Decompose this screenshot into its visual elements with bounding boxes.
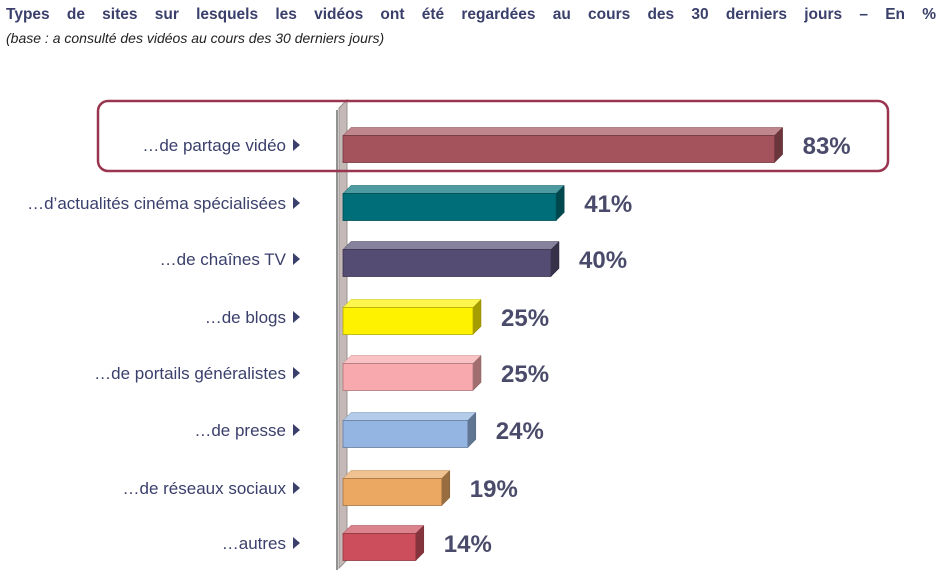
triangle-marker xyxy=(293,253,300,265)
bar xyxy=(342,249,552,277)
category-label: …de portails généralistes xyxy=(94,364,286,383)
category-label: …de chaînes TV xyxy=(160,250,287,269)
chart-subtitle: (base : a consulté des vidéos au cours d… xyxy=(6,30,385,46)
triangle-marker xyxy=(293,139,300,151)
bar-top xyxy=(342,127,784,136)
bar-top xyxy=(342,241,560,250)
category-label: …de partage vidéo xyxy=(142,136,286,155)
bar-top xyxy=(342,355,482,364)
bar-top xyxy=(342,412,477,421)
triangle-marker xyxy=(293,482,300,494)
bar-top xyxy=(342,185,565,194)
bar-top xyxy=(342,525,425,534)
value-label: 83% xyxy=(803,133,851,160)
bar xyxy=(342,533,417,561)
triangle-marker xyxy=(293,197,300,209)
highlight-box xyxy=(96,99,890,173)
bar xyxy=(342,478,443,506)
value-label: 41% xyxy=(584,191,632,218)
triangle-marker xyxy=(293,311,300,323)
value-label: 25% xyxy=(501,361,549,388)
value-label: 24% xyxy=(496,418,544,445)
category-label: …autres xyxy=(222,534,286,553)
category-label: …de presse xyxy=(194,421,286,440)
bar xyxy=(342,193,557,221)
bar xyxy=(342,363,474,391)
chart-title: Types de sites sur lesquels les vidéos o… xyxy=(6,6,936,23)
value-label: 40% xyxy=(579,247,627,274)
value-label: 25% xyxy=(501,305,549,332)
triangle-marker xyxy=(293,424,300,436)
bar xyxy=(342,307,474,335)
bar xyxy=(342,420,469,448)
category-label: …de blogs xyxy=(205,308,286,327)
bar-top xyxy=(342,299,482,308)
value-label: 14% xyxy=(444,531,492,558)
bar-top xyxy=(342,470,451,479)
category-label: …de réseaux sociaux xyxy=(123,479,287,498)
triangle-marker xyxy=(293,367,300,379)
value-label: 19% xyxy=(470,476,518,503)
triangle-marker xyxy=(293,537,300,549)
category-label: …d’actualités cinéma spécialisées xyxy=(27,194,286,213)
bar xyxy=(342,135,776,163)
